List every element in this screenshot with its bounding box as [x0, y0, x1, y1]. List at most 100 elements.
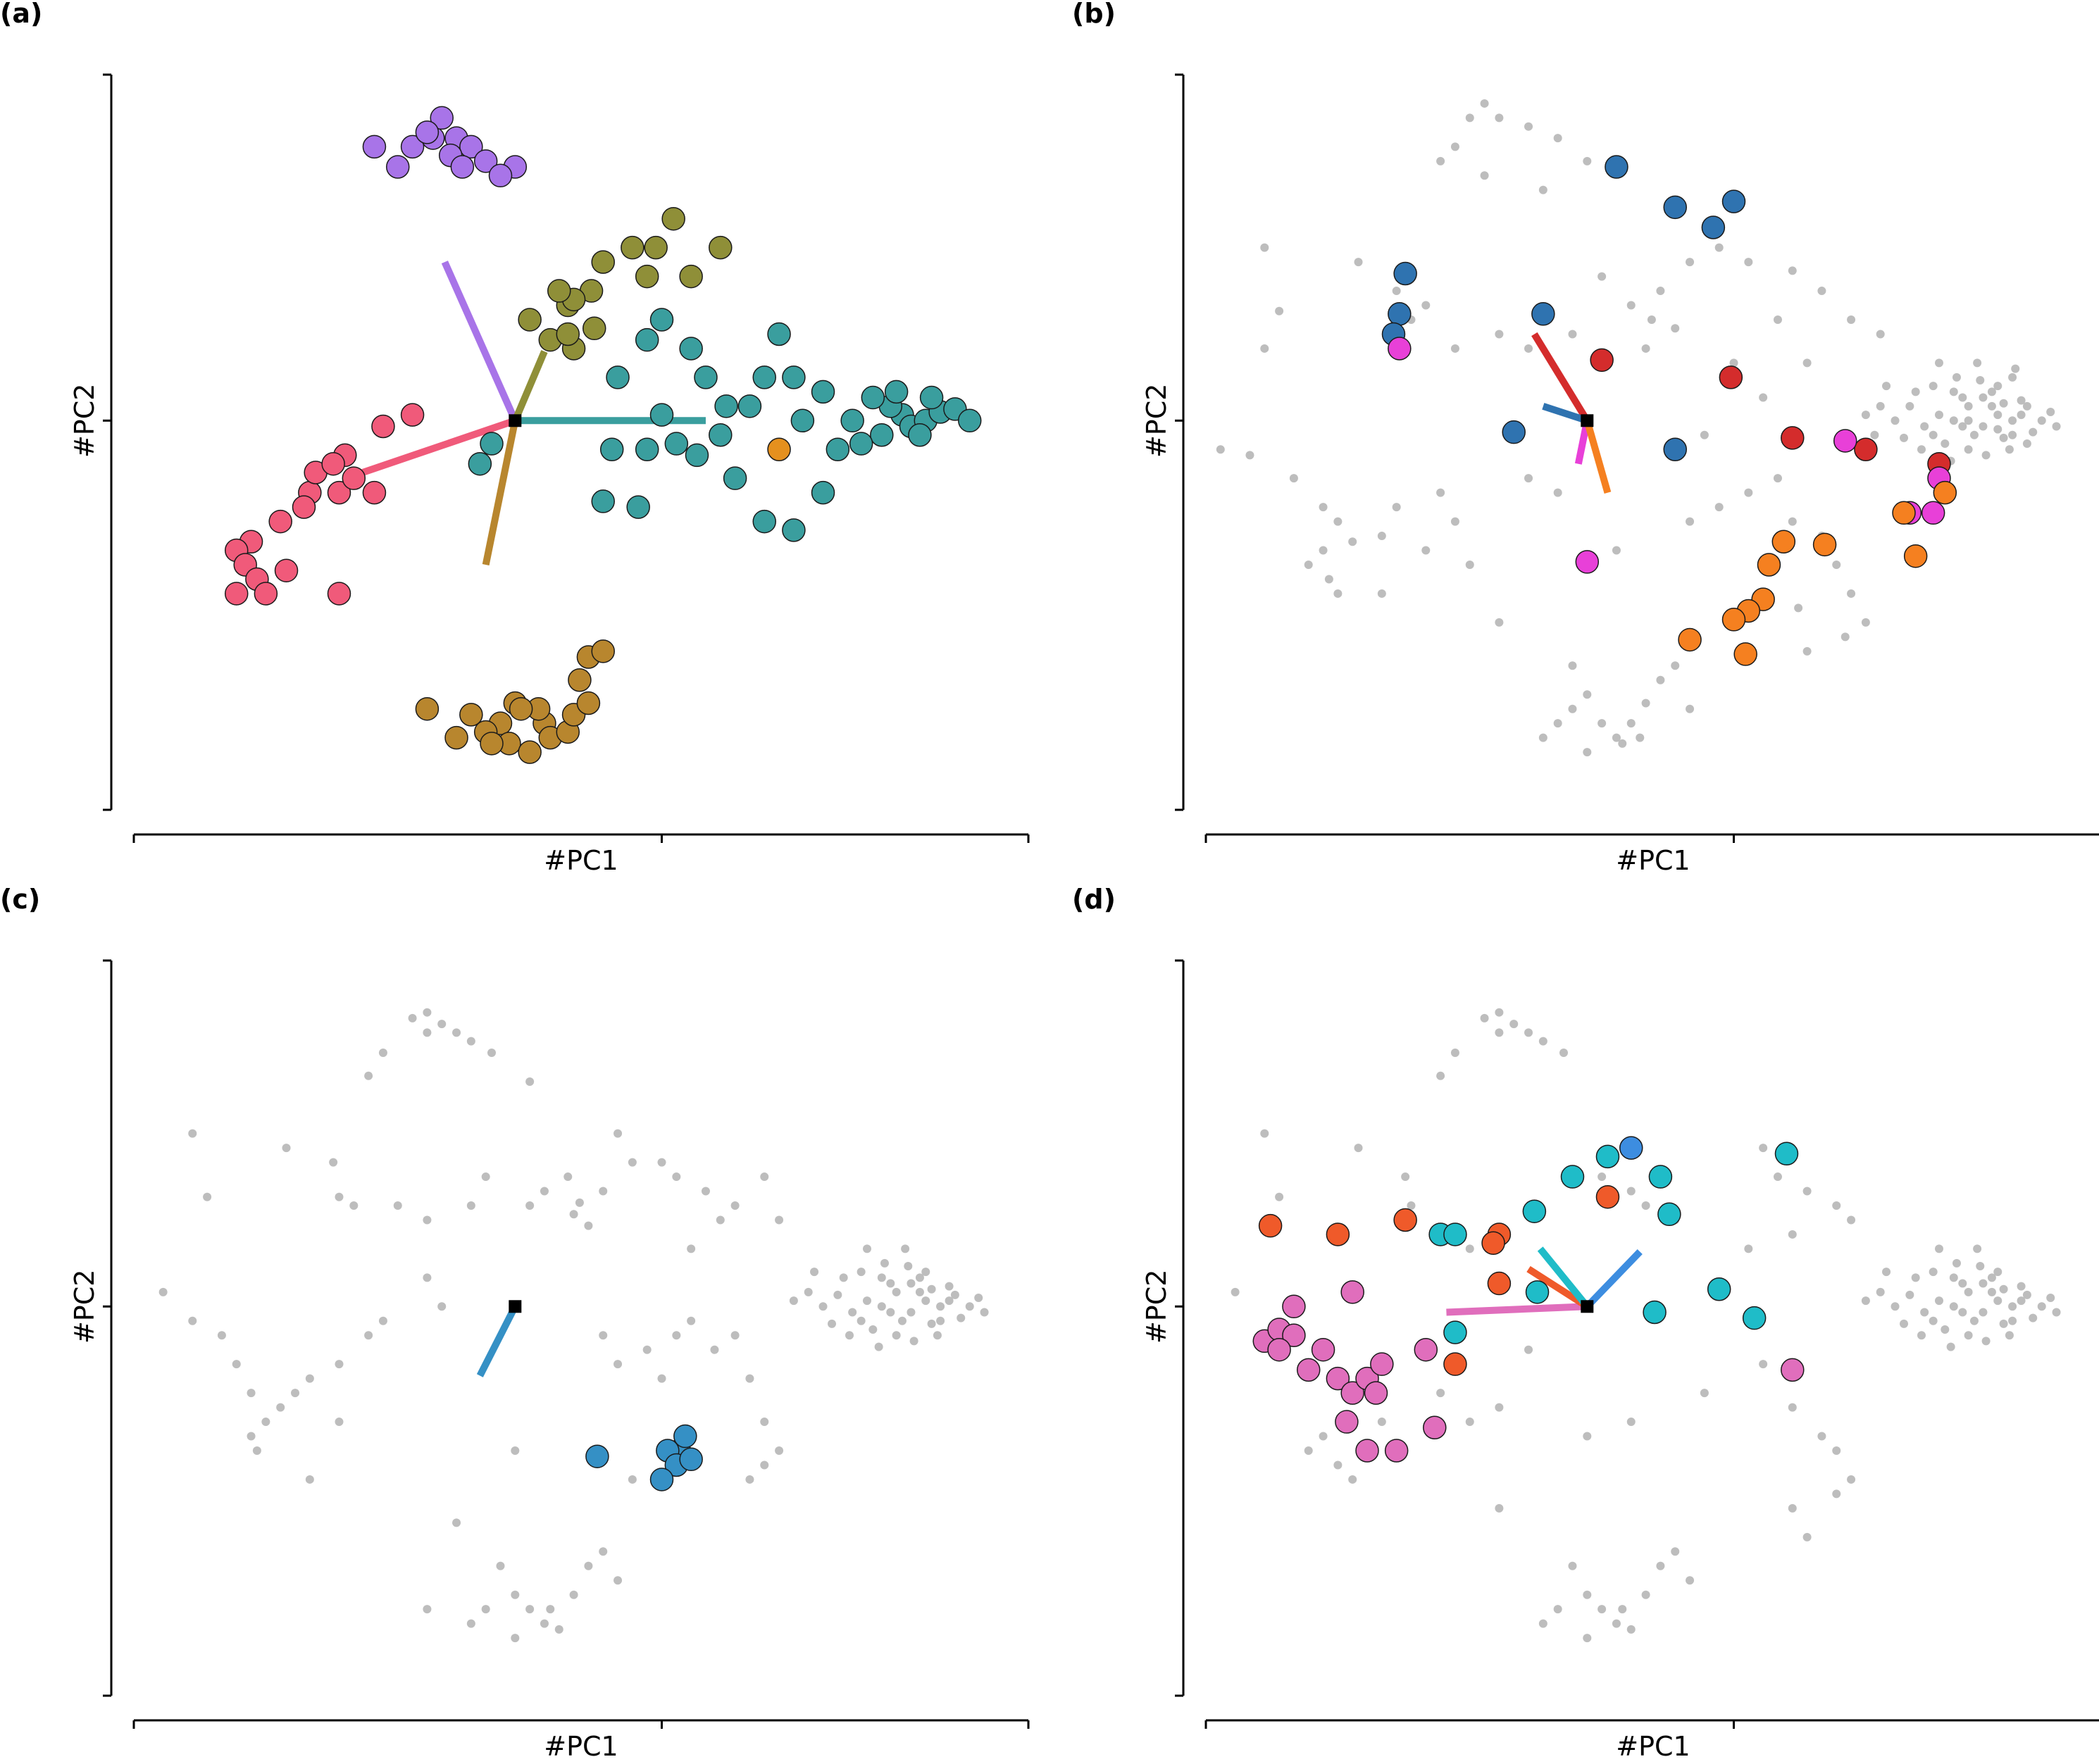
- background-point: [1348, 537, 1357, 546]
- background-point: [1993, 382, 2003, 391]
- background-point: [584, 1561, 593, 1570]
- background-point: [540, 1187, 549, 1196]
- cluster-point-pink: [1355, 1439, 1379, 1463]
- panel-a: (a) #PC1 #PC2: [0, 0, 1030, 876]
- background-point: [1920, 1308, 1929, 1317]
- background-point: [452, 1518, 461, 1527]
- background-point: [1324, 575, 1333, 584]
- background-point: [1832, 561, 1841, 569]
- background-point: [1656, 287, 1665, 296]
- background-point: [1465, 1418, 1474, 1427]
- background-point: [1671, 324, 1680, 333]
- background-point: [730, 1201, 740, 1210]
- cluster-point-blue: [1605, 155, 1628, 179]
- background-point: [1626, 719, 1636, 728]
- background-point: [2005, 1331, 2014, 1340]
- background-point: [1553, 488, 1562, 497]
- background-point: [1436, 1071, 1445, 1080]
- background-point: [1958, 393, 1967, 402]
- background-point: [1647, 315, 1656, 324]
- background-point: [1231, 1287, 1240, 1296]
- background-point: [393, 1201, 402, 1210]
- background-point: [2017, 1296, 2026, 1306]
- background-point: [481, 1605, 490, 1614]
- cluster-point-brown: [509, 696, 533, 721]
- background-point: [1802, 1532, 1812, 1541]
- background-point: [1802, 358, 1812, 368]
- background-point: [775, 1446, 784, 1455]
- background-point: [1597, 1172, 1607, 1182]
- background-point: [1583, 156, 1592, 165]
- background-point: [936, 1316, 945, 1325]
- background-point: [1802, 646, 1812, 656]
- background-point: [1934, 1244, 1943, 1253]
- background-point: [950, 1290, 959, 1299]
- background-point: [789, 1296, 798, 1306]
- cluster-ray: [361, 417, 516, 476]
- cluster-point-cyan: [1742, 1306, 1767, 1330]
- background-point: [2008, 430, 2017, 439]
- background-point: [188, 1129, 197, 1138]
- background-point: [1714, 243, 1724, 252]
- background-point: [408, 1013, 417, 1022]
- background-point: [901, 1244, 910, 1253]
- cluster-point-pink: [1311, 1337, 1335, 1362]
- background-point: [1377, 1418, 1386, 1427]
- background-point: [1641, 1590, 1650, 1599]
- background-point: [886, 1308, 895, 1317]
- cluster-point-teal: [649, 308, 674, 332]
- background-point: [2022, 401, 2031, 411]
- panel-d: (d) #PC1 #PC2: [1072, 884, 2099, 1762]
- x-axis-label: #PC1: [544, 845, 618, 876]
- background-point: [1480, 171, 1489, 180]
- cluster-point-purple: [400, 135, 425, 159]
- background-point: [1626, 1187, 1636, 1196]
- background-point: [1979, 1308, 1988, 1317]
- background-point: [907, 1279, 916, 1288]
- cluster-point-blue: [1531, 302, 1555, 326]
- cluster-point-orange: [1933, 480, 1957, 505]
- background-point: [1999, 399, 2008, 408]
- cluster-point-cyan: [1560, 1165, 1585, 1189]
- cluster-point-teal: [635, 327, 659, 352]
- background-point: [1559, 1049, 1568, 1058]
- cluster-point-teal: [811, 380, 835, 404]
- cluster-point-orange-red: [1326, 1222, 1350, 1246]
- background-point: [1568, 661, 1577, 670]
- background-point: [276, 1403, 285, 1412]
- background-point: [496, 1561, 505, 1570]
- cluster-point-magenta: [1833, 429, 1857, 453]
- background-point: [554, 1625, 563, 1634]
- background-point: [1495, 618, 1504, 627]
- cluster-point-teal: [599, 437, 624, 461]
- background-point: [1976, 1261, 1985, 1270]
- background-point: [1260, 243, 1269, 252]
- cluster-point-blue: [1619, 1136, 1643, 1160]
- background-point: [1861, 1296, 1870, 1306]
- background-point: [1964, 1287, 1973, 1296]
- background-point: [1999, 1284, 2008, 1294]
- cluster-ray: [1537, 1246, 1590, 1309]
- background-point: [1583, 1590, 1592, 1599]
- cluster-point-pink: [1423, 1415, 1447, 1439]
- cluster-point-blue: [1502, 420, 1526, 444]
- background-point: [1568, 330, 1577, 339]
- cluster-point-orange-red: [1595, 1184, 1620, 1209]
- background-point: [1538, 1037, 1547, 1046]
- background-point: [1319, 1432, 1328, 1441]
- background-point: [1700, 430, 1709, 439]
- background-point: [845, 1331, 854, 1340]
- cluster-point-brown: [444, 725, 468, 750]
- cluster-point-pink: [1781, 1358, 1805, 1382]
- cluster-point-red: [400, 403, 425, 427]
- background-point: [1773, 474, 1782, 483]
- cluster-point-blue: [1393, 261, 1417, 286]
- background-point: [1929, 382, 1938, 391]
- background-point: [839, 1273, 848, 1282]
- background-point: [1216, 445, 1225, 454]
- background-point: [1949, 416, 1958, 425]
- background-point: [1524, 1028, 1533, 1037]
- background-point: [760, 1172, 769, 1182]
- cluster-point-teal: [919, 385, 944, 410]
- background-point: [1612, 1619, 1621, 1628]
